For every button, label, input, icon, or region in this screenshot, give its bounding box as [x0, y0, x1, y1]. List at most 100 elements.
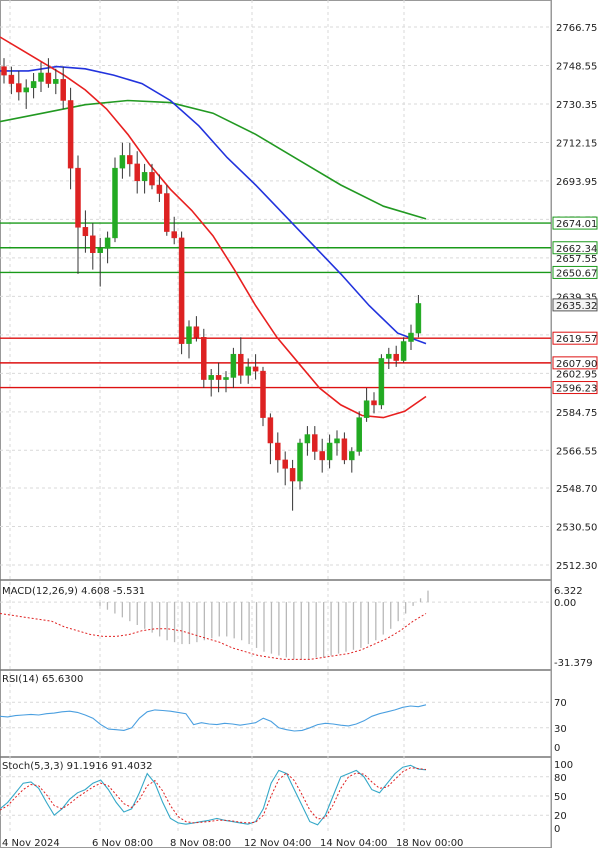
- macd-tick-label: -31.379: [554, 658, 593, 669]
- candle: [400, 337, 407, 363]
- price-tick-label: 2602.95: [556, 369, 597, 380]
- candle-body: [415, 303, 422, 334]
- candle-body: [297, 442, 303, 482]
- candle: [275, 432, 281, 473]
- candle: [304, 426, 311, 456]
- candle-body: [260, 370, 266, 418]
- candle: [223, 371, 229, 393]
- candle-body: [23, 87, 29, 93]
- candle: [97, 237, 103, 287]
- price-tick-label: 2512.30: [556, 561, 597, 572]
- candle: [141, 163, 148, 194]
- candle: [75, 155, 81, 274]
- level-label-box: [552, 216, 598, 230]
- candle-body: [178, 237, 185, 344]
- candle-body: [223, 377, 229, 380]
- level-label: 2607.90: [556, 359, 597, 370]
- candle-body: [141, 172, 148, 182]
- candle: [386, 347, 392, 369]
- candle-body: [149, 172, 155, 186]
- candle-body: [378, 358, 385, 406]
- stoch-k-line: [0, 764, 427, 826]
- candle-body: [127, 155, 133, 165]
- rsi-title: RSI(14) 65.6300: [2, 674, 83, 685]
- candle: [245, 358, 251, 384]
- stoch-d-line: [0, 767, 427, 824]
- macd-tick-label: 0.00: [554, 598, 576, 609]
- candle: [156, 174, 163, 202]
- candle-body: [119, 155, 126, 169]
- stoch-title: Stoch(5,3,3) 91.1916 91.4032: [2, 761, 153, 772]
- candle: [371, 392, 377, 414]
- price-tick-label: 2657.55: [556, 254, 597, 265]
- candle: [215, 362, 222, 393]
- candle-body: [104, 237, 111, 249]
- ema-blue-line: [0, 65, 427, 345]
- candle-body: [363, 400, 370, 418]
- candle-body: [282, 459, 288, 469]
- candle: [282, 451, 288, 486]
- candle: [82, 210, 89, 253]
- price-tick-label: 2548.70: [556, 484, 597, 495]
- candle: [252, 354, 259, 380]
- candle-body: [245, 366, 251, 376]
- candle: [16, 70, 22, 101]
- candle-body: [215, 375, 222, 380]
- macd-title: MACD(12,26,9) 4.608 -5.531: [2, 586, 145, 597]
- level-label-box: [552, 241, 598, 255]
- price-tick-label: 2766.75: [556, 23, 597, 34]
- level-label-box: [552, 265, 598, 279]
- candle: [67, 87, 74, 190]
- candle: [297, 438, 303, 490]
- x-axis-tick-label: 14 Nov 04:00: [320, 838, 387, 848]
- last-price-label: 2635.32: [556, 301, 597, 312]
- candle: [90, 223, 96, 270]
- x-axis-tick-label: 12 Nov 04:00: [244, 838, 311, 848]
- candle-body: [334, 438, 340, 444]
- candle-body: [326, 442, 333, 461]
- x-axis-tick-label: 4 Nov 2024: [2, 838, 60, 848]
- candle: [326, 434, 333, 469]
- x-axis-tick-label: 18 Nov 00:00: [396, 838, 463, 848]
- candle: [8, 66, 15, 95]
- candle-body: [164, 193, 170, 232]
- candle: [127, 142, 133, 177]
- stoch-tick-label: 0: [554, 824, 560, 835]
- price-tick-label: 2693.95: [556, 177, 597, 188]
- candle: [319, 438, 325, 473]
- level-label-box: [552, 356, 598, 370]
- level-label: 2674.01: [556, 219, 597, 230]
- candle-body: [275, 442, 281, 461]
- candle: [312, 426, 318, 460]
- candle-body: [60, 79, 66, 101]
- candle: [178, 231, 185, 355]
- level-label: 2619.57: [556, 334, 597, 345]
- candle-body: [304, 434, 311, 444]
- candle-body: [393, 353, 399, 361]
- candle-body: [1, 66, 7, 76]
- macd-tick-label: 6.322: [554, 586, 583, 597]
- candle: [38, 62, 44, 93]
- price-tick-label: 2712.15: [556, 138, 597, 149]
- candle-body: [16, 83, 22, 93]
- candle-body: [82, 227, 89, 237]
- candle-body: [408, 332, 414, 342]
- candle: [408, 324, 414, 350]
- candle: [60, 66, 66, 109]
- candle-body: [90, 235, 96, 253]
- candle-body: [171, 231, 177, 239]
- candle: [53, 68, 59, 95]
- last-price-box: [552, 298, 598, 312]
- stoch-tick-label: 80: [554, 773, 567, 784]
- candle: [393, 345, 399, 367]
- candle-body: [289, 468, 296, 482]
- rsi-tick-label: 70: [554, 698, 567, 709]
- candle-body: [312, 434, 318, 452]
- candle-body: [267, 417, 274, 444]
- rsi-line: [0, 704, 427, 732]
- candle-body: [30, 81, 37, 89]
- candle-body: [238, 353, 244, 376]
- rsi-tick-label: 30: [554, 724, 567, 735]
